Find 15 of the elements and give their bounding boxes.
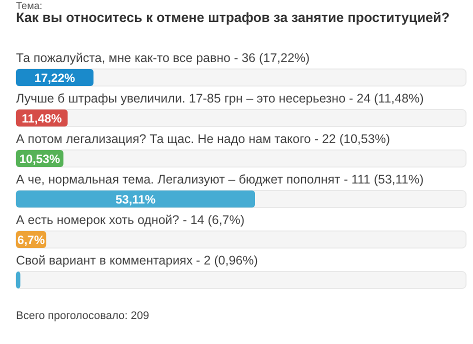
- text: Тема:: [16, 1, 42, 12]
- text: Всего проголосовало: 209: [16, 310, 150, 322]
- chart-title: Как вы относитесь к отмене штрафов за занятие проституцией?: [16, 10, 450, 25]
- data-label: 10,53%: [19, 152, 60, 166]
- y-tick-label: А есть номерок хоть одной? - 14 (6,7%): [16, 213, 245, 227]
- data-label: 53,11%: [115, 192, 156, 206]
- bar: [16, 272, 20, 288]
- y-tick-label: Та пожалуйста, мне как-то все равно - 36 (17,22%): [16, 51, 310, 65]
- data-label: 6,7%: [17, 233, 46, 247]
- y-tick-label: А че, нормальная тема. Легализуют – бюджет пополнят - 111 (53,11%): [16, 172, 424, 186]
- y-tick-label: Лучше б штрафы увеличили. 17-85 грн – это несерьезно - 24 (11,48%): [16, 92, 424, 106]
- data-label: 11,48%: [22, 112, 62, 126]
- y-tick-label: А потом легализация? Та щас. Не надо нам такого - 22 (10,53%): [16, 132, 390, 146]
- data-label: 17,22%: [34, 71, 76, 85]
- y-tick-label: Свой вариант в комментариях - 2 (0,96%): [16, 254, 258, 268]
